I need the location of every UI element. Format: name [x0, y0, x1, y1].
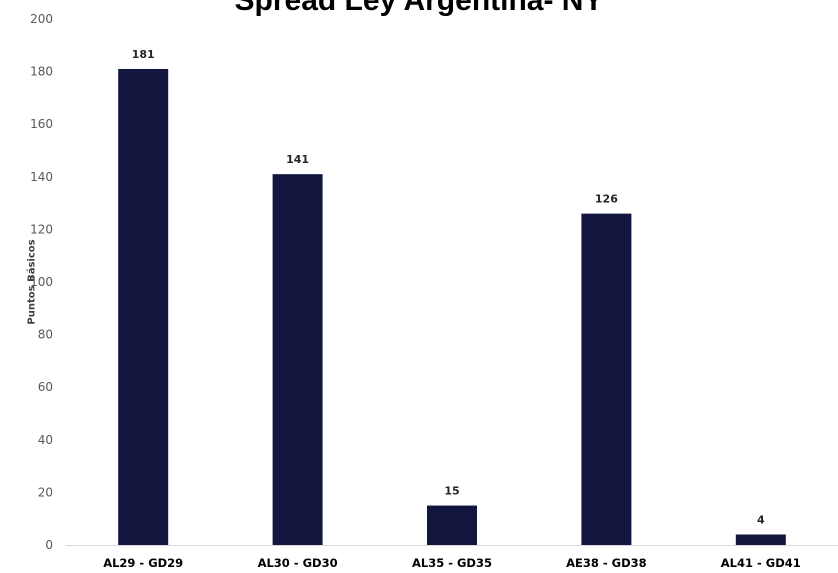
bar — [735, 534, 786, 545]
data-label: 4 — [757, 513, 765, 526]
y-tick-label: 60 — [38, 380, 53, 394]
bar — [581, 213, 632, 545]
data-label: 126 — [595, 193, 618, 206]
y-tick-label: 180 — [30, 65, 53, 79]
y-tick-label: 140 — [30, 170, 53, 184]
data-label: 15 — [444, 485, 459, 498]
y-tick-label: 160 — [30, 117, 53, 131]
bar — [272, 174, 323, 546]
chart-title: Spread Ley Argentina- NY — [234, 0, 604, 17]
data-label: 181 — [132, 48, 155, 61]
y-tick-label: 80 — [38, 328, 53, 342]
y-tick-label: 20 — [38, 485, 53, 499]
y-axis-ticks: 0 20 40 60 80 100 120 140 160 180 200 — [30, 12, 53, 552]
bar — [427, 505, 477, 545]
x-axis-categories: AL29 - GD29 AL30 - GD30 AL35 - GD35 AE38 - … — [103, 556, 801, 570]
y-tick-label: 0 — [45, 538, 53, 552]
x-category-label: AL35 - GD35 — [412, 556, 492, 570]
data-label: 141 — [286, 153, 309, 166]
x-category-label: AL30 - GD30 — [258, 556, 338, 570]
x-category-label: AE38 - GD38 — [566, 556, 647, 570]
bar — [118, 68, 169, 545]
x-category-label: AL29 - GD29 — [103, 556, 183, 570]
bars — [118, 68, 786, 546]
y-tick-label: 40 — [38, 433, 53, 447]
y-tick-label: 100 — [30, 275, 53, 289]
y-tick-label: 200 — [30, 12, 53, 26]
data-labels: 181 141 15 126 4 — [132, 48, 765, 527]
x-category-label: AL41 - GD41 — [721, 556, 801, 570]
y-tick-label: 120 — [30, 222, 53, 236]
